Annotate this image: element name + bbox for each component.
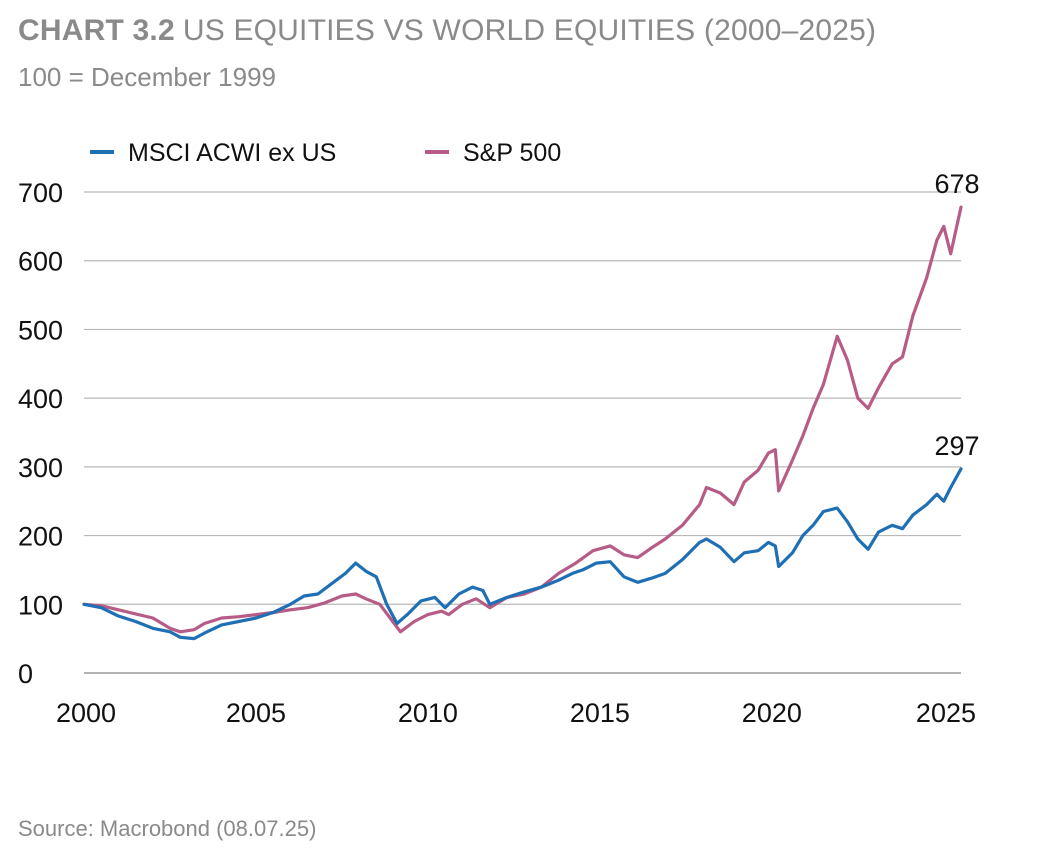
chart-number: CHART 3.2 <box>18 14 175 47</box>
chart-subtitle: 100 = December 1999 <box>18 62 277 92</box>
y-tick-label-200: 200 <box>18 522 63 552</box>
x-tick-label-2025: 2025 <box>916 698 976 728</box>
chart-title: CHART 3.2 US EQUITIES VS WORLD EQUITIES (… <box>18 14 876 48</box>
end-label-s-p-500: 678 <box>934 169 979 199</box>
y-tick-label-700: 700 <box>18 178 63 208</box>
end-labels: 678 297 <box>934 169 979 461</box>
legend: MSCI ACWI ex US S&P 500 <box>90 139 561 167</box>
legend-label-msci-acwi-ex-us: MSCI ACWI ex US <box>128 139 336 167</box>
x-axis-ticks: 2000 2005 2010 2015 2020 2025 <box>56 698 976 728</box>
y-axis-ticks: 0 100 200 300 400 500 600 700 <box>18 178 63 689</box>
y-tick-label-500: 500 <box>18 315 63 345</box>
x-tick-label-2010: 2010 <box>398 698 458 728</box>
series-line-msci-acwi-ex-us <box>82 467 963 641</box>
y-tick-label-400: 400 <box>18 384 63 414</box>
y-tick-label-0: 0 <box>18 659 33 689</box>
x-tick-label-2015: 2015 <box>570 698 630 728</box>
x-tick-label-2005: 2005 <box>226 698 286 728</box>
y-tick-label-300: 300 <box>18 453 63 483</box>
x-tick-label-2000: 2000 <box>56 698 116 728</box>
chart-title-text: US EQUITIES VS WORLD EQUITIES (2000–2025… <box>182 14 877 47</box>
y-tick-label-600: 600 <box>18 247 63 277</box>
x-tick-label-2020: 2020 <box>742 698 802 728</box>
source-note: Source: Macrobond (08.07.25) <box>18 816 317 841</box>
gridlines <box>84 191 961 674</box>
series-lines <box>82 205 963 641</box>
legend-label-s-p-500: S&P 500 <box>463 139 561 167</box>
y-tick-label-100: 100 <box>18 590 63 620</box>
series-line-s-p-500 <box>82 205 963 634</box>
end-label-msci-acwi-ex-us: 297 <box>934 431 979 461</box>
